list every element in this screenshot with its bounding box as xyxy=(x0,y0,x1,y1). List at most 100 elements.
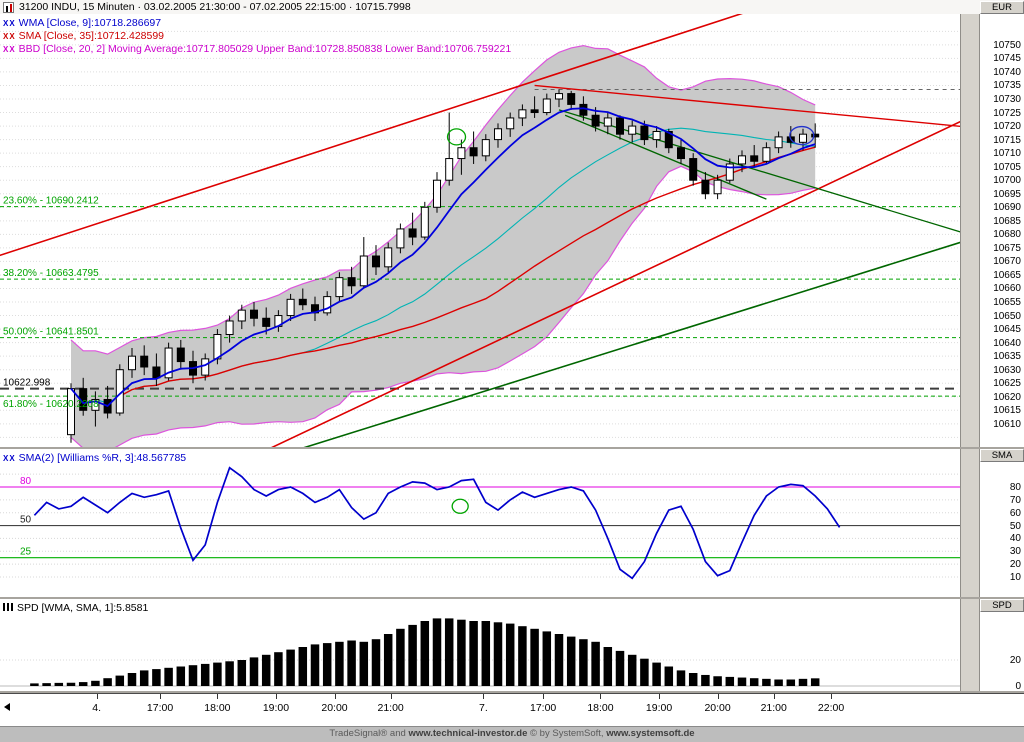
time-axis-label: 17:00 xyxy=(529,702,557,714)
main-chart-canvas[interactable]: 23.60% - 10690.2412 38.20% - 10663.4795 50… xyxy=(0,14,960,447)
price-axis-label: 10675 xyxy=(993,242,1021,254)
price-axis-label: 10650 xyxy=(993,310,1021,322)
williams-axis-label: 10 xyxy=(1009,571,1021,583)
price-axis-label: 10725 xyxy=(993,107,1021,119)
legend-line[interactable]: XX BBD [Close, 20, 2] Moving Average:1071… xyxy=(3,43,511,56)
svg-text:10622.998: 10622.998 xyxy=(3,378,51,389)
legend-line[interactable]: XX WMA [Close, 9]:10718.286697 xyxy=(3,17,511,30)
price-axis-label: 10655 xyxy=(993,297,1021,309)
price-axis-label: 10640 xyxy=(993,337,1021,349)
main-legend[interactable]: XX WMA [Close, 9]:10718.286697 XX SMA [Clos… xyxy=(3,17,511,56)
footer-link[interactable]: www.systemsoft.de xyxy=(606,728,695,739)
price-axis-label: 10690 xyxy=(993,202,1021,214)
price-axis-label: 10685 xyxy=(993,215,1021,227)
time-axis-label: 20:00 xyxy=(704,702,731,714)
price-axis-label: 10730 xyxy=(993,93,1021,105)
williams-axis-label: 80 xyxy=(1009,482,1021,493)
bollinger-band xyxy=(70,44,816,447)
spd-axis-label: 0 xyxy=(1015,681,1021,692)
spd-axis-label: 20 xyxy=(1009,655,1021,666)
williams-panel: 80 50 25 XX SMA(2) [Williams %R, 3]:48.5677… xyxy=(0,449,1024,597)
legend-line[interactable]: XX SMA [Close, 35]:10712.428599 xyxy=(3,30,511,43)
time-axis-label: 7. xyxy=(478,702,488,714)
price-axis-label: 10715 xyxy=(993,134,1021,146)
spd-scale-strip[interactable] xyxy=(960,599,980,691)
price-axis-label: 10630 xyxy=(993,364,1021,376)
time-axis-label: 21:00 xyxy=(377,702,404,714)
williams-grid xyxy=(0,473,960,578)
sma-line xyxy=(119,146,816,397)
time-axis-label: 4. xyxy=(92,702,101,714)
williams-value-axis[interactable]: SMA 80 70 60 50 40 30 20 10 xyxy=(980,449,1024,597)
time-axis[interactable]: 4. 17:00 18:00 19:00 20:00 21:00 7. 17:00 18:00 1… xyxy=(0,693,1024,726)
time-axis-label: 22:00 xyxy=(817,702,845,714)
fibonacci-lines xyxy=(0,89,960,397)
indicator-icon: XX xyxy=(3,45,16,54)
time-axis-tick xyxy=(334,694,336,699)
spd-legend[interactable]: SPD [WMA, SMA, 1]:5.8581 xyxy=(3,602,148,615)
williams-chart-canvas[interactable]: 80 50 25 xyxy=(0,449,960,597)
price-axis-unit-label: EUR xyxy=(980,0,1024,14)
price-axis-label: 10615 xyxy=(993,405,1021,417)
time-axis-label: 18:00 xyxy=(587,702,614,714)
main-price-panel: 23.60% - 10690.2412 38.20% - 10663.4795 50… xyxy=(0,14,1024,447)
level-labels: 23.60% - 10690.2412 38.20% - 10663.4795 50… xyxy=(3,196,99,411)
panel-splitter[interactable] xyxy=(0,447,1024,449)
legend-line[interactable]: XX SMA(2) [Williams %R, 3]:48.567785 xyxy=(3,452,186,465)
spd-chart-canvas[interactable] xyxy=(0,599,960,691)
spd-bars xyxy=(30,618,820,686)
time-axis-label: 18:00 xyxy=(204,702,231,714)
panel-splitter[interactable] xyxy=(0,597,1024,599)
main-scale-strip[interactable] xyxy=(960,14,980,447)
williams-axis-label: 30 xyxy=(1009,546,1021,558)
scroll-left-icon[interactable] xyxy=(4,703,10,711)
indicator-icon: XX xyxy=(3,32,16,41)
footer-link[interactable]: www.technical-investor.de xyxy=(408,728,528,739)
panel-splitter[interactable] xyxy=(0,691,1024,693)
time-axis-tick xyxy=(600,694,602,699)
williams-levels xyxy=(0,486,960,559)
price-axis-label: 10695 xyxy=(993,188,1021,200)
chart-title-bar: 31200 INDU, 15 Minuten · 03.02.2005 21:3… xyxy=(0,0,1024,14)
main-plot-area[interactable]: 23.60% - 10690.2412 38.20% - 10663.4795 50… xyxy=(0,14,960,447)
svg-text:25: 25 xyxy=(20,547,32,558)
indicator-icon: XX xyxy=(3,19,16,28)
spd-value-axis[interactable]: SPD 20 0 xyxy=(980,599,1024,692)
williams-plot-area[interactable]: 80 50 25 XX SMA(2) [Williams %R, 3]:48.5677… xyxy=(0,449,960,597)
time-axis-tick xyxy=(831,694,833,699)
main-price-axis[interactable]: 10750 10745 10740 10735 10730 10725 10720 10715… xyxy=(980,14,1024,447)
price-axis-label: 10720 xyxy=(993,121,1021,133)
price-axis-label: 10700 xyxy=(993,175,1021,187)
wma-line xyxy=(70,107,816,408)
price-axis-label: 10680 xyxy=(993,229,1021,241)
svg-text:61.80% - 10620.2208: 61.80% - 10620.2208 xyxy=(3,399,99,410)
williams-legend[interactable]: XX SMA(2) [Williams %R, 3]:48.567785 xyxy=(3,452,186,465)
price-axis-label: 10660 xyxy=(993,283,1021,295)
price-axis-label: 10645 xyxy=(993,324,1021,336)
svg-text:80: 80 xyxy=(20,476,32,487)
williams-axis-label: 40 xyxy=(1009,533,1021,545)
legend-line[interactable]: SPD [WMA, SMA, 1]:5.8581 xyxy=(3,602,148,615)
williams-scale-strip[interactable] xyxy=(960,449,980,597)
chart-title: 31200 INDU, 15 Minuten · 03.02.2005 21:3… xyxy=(19,1,411,13)
williams-level-labels: 80 50 25 xyxy=(20,476,32,558)
time-axis-tick xyxy=(217,694,219,699)
williams-axis-label: 20 xyxy=(1009,559,1021,571)
price-axis-label: 10750 xyxy=(993,39,1021,51)
price-axis-label: 10620 xyxy=(993,391,1021,403)
svg-text:50.00% - 10641.8501: 50.00% - 10641.8501 xyxy=(3,327,99,338)
price-axis-label: 10745 xyxy=(993,53,1021,65)
footer-bar: TradeSignal® and www.technical-investor.… xyxy=(0,726,1024,742)
titlebar-strip xyxy=(960,0,980,14)
time-axis-tick xyxy=(390,694,392,699)
legend-text: WMA [Close, 9]:10718.286697 xyxy=(18,17,162,29)
histogram-icon xyxy=(3,603,13,611)
trend-lines xyxy=(0,14,960,447)
williams-axis-unit-label: SMA xyxy=(980,449,1024,462)
time-axis-label: 17:00 xyxy=(146,702,174,714)
indicator-icon: XX xyxy=(3,454,16,463)
spd-plot-area[interactable]: SPD [WMA, SMA, 1]:5.8581 xyxy=(0,599,960,691)
time-axis-tick xyxy=(659,694,661,699)
spd-panel: SPD [WMA, SMA, 1]:5.8581 SPD 20 0 xyxy=(0,599,1024,692)
